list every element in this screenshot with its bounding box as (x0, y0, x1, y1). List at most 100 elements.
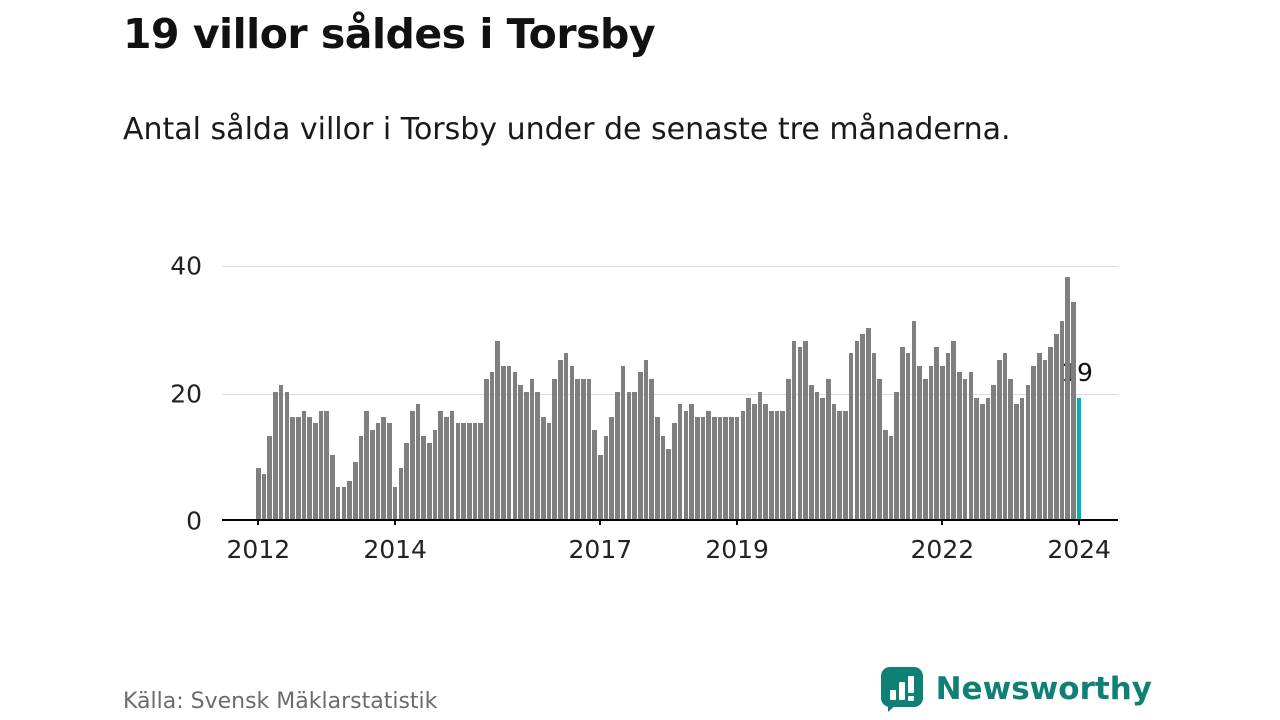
bar (575, 378, 580, 519)
bar (598, 455, 603, 519)
bar (655, 417, 660, 519)
x-tick-label: 2012 (226, 535, 291, 564)
bar (267, 436, 273, 519)
bar-latest (1076, 397, 1082, 519)
newsworthy-logo-icon (880, 667, 923, 712)
bar (506, 366, 512, 519)
bar (729, 417, 734, 519)
bar (552, 378, 558, 519)
x-tick-label: 2022 (910, 535, 975, 564)
bar (1048, 346, 1053, 519)
y-tick-label: 0 (186, 506, 202, 536)
bar (335, 487, 341, 519)
bar (381, 417, 387, 519)
bar (814, 391, 820, 519)
gridline-40 (222, 266, 1118, 267)
bar (301, 410, 307, 519)
bar (1071, 302, 1076, 519)
bar (347, 480, 352, 519)
bar (683, 410, 689, 519)
bar (427, 442, 432, 519)
bar (797, 346, 803, 519)
x-tick-label: 2019 (705, 535, 769, 564)
x-tick-mark (257, 519, 260, 525)
bar (689, 404, 694, 519)
bar (444, 417, 449, 519)
bar (643, 359, 649, 519)
page-subtitle: Antal sålda villor i Torsby under de sen… (123, 112, 1011, 147)
bar (723, 417, 729, 519)
bar (945, 353, 951, 519)
bar (290, 417, 295, 519)
bar (734, 417, 740, 519)
bar (1025, 385, 1031, 519)
x-tick-mark (599, 519, 602, 525)
bar (466, 423, 472, 519)
bar (808, 385, 814, 519)
bar (295, 417, 301, 519)
bar (843, 410, 848, 519)
bar (404, 442, 409, 519)
bar (706, 410, 711, 519)
bar (273, 391, 278, 519)
bar (461, 423, 466, 519)
bar (763, 404, 768, 519)
bar (894, 391, 900, 519)
bar (786, 378, 791, 519)
bar (757, 391, 763, 519)
bar (569, 366, 575, 519)
bar (632, 391, 637, 519)
bar (860, 334, 865, 519)
bar (854, 340, 860, 519)
bar (649, 378, 654, 519)
bar (455, 423, 461, 519)
bar (364, 410, 369, 519)
bar (979, 404, 985, 519)
brand: Newsworthy (880, 666, 1152, 712)
bar (712, 417, 717, 519)
bar (991, 385, 996, 519)
bar (449, 410, 455, 519)
bar (1002, 353, 1008, 519)
bar (831, 404, 837, 519)
bar (677, 404, 683, 519)
bar (523, 391, 529, 519)
bar (541, 417, 546, 519)
x-tick-label: 2017 (568, 535, 633, 564)
y-tick-label: 40 (170, 251, 202, 281)
bar (415, 404, 421, 519)
bar (780, 410, 786, 519)
bar (672, 423, 677, 519)
bar (620, 366, 626, 519)
bar (1042, 359, 1048, 519)
bar (922, 378, 928, 519)
bar (615, 391, 620, 519)
x-tick-mark (941, 519, 944, 525)
bar (900, 346, 905, 519)
bar (256, 468, 261, 519)
plot-area: 19 0 20 40 2012 2014 2017 2019 2022 2024 (170, 252, 1118, 564)
bar (512, 372, 518, 519)
bar (905, 353, 911, 519)
bar (1054, 334, 1059, 519)
bar (438, 410, 444, 519)
bar (951, 340, 957, 519)
bar (1036, 353, 1042, 519)
bar (911, 321, 917, 519)
bar (558, 359, 563, 519)
bar (529, 378, 535, 519)
bar (769, 410, 774, 519)
bar (489, 372, 495, 519)
bar (387, 423, 392, 519)
bar (580, 378, 586, 519)
x-tick-mark (736, 519, 739, 525)
bar (284, 391, 290, 519)
bar (518, 385, 523, 519)
bar (603, 436, 609, 519)
bar (791, 340, 797, 519)
bar (330, 455, 335, 519)
bar (409, 410, 415, 519)
bar (820, 397, 825, 519)
bar (694, 417, 700, 519)
bar (592, 429, 597, 519)
